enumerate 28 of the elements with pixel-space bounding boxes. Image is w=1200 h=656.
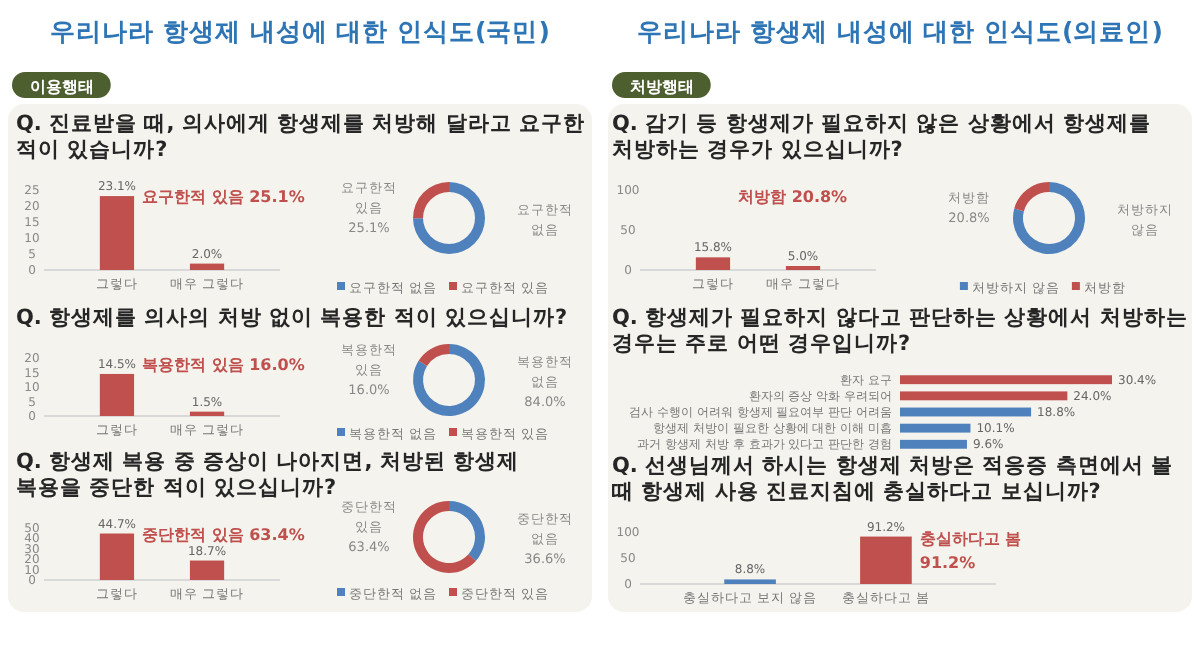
bar bbox=[900, 439, 967, 449]
donut-slice bbox=[413, 182, 485, 254]
annotation: 중단한적 있음 63.4% bbox=[142, 526, 305, 544]
text: 이용행태 bbox=[30, 78, 94, 96]
chart-title: Q. 선생님께서 하시는 항생제 처방은 적응증 측면에서 볼 때 항생제 사용 진료지침에 충실하다고 보십니까? bbox=[612, 454, 1174, 504]
annotation: 요구한적 있음 25.1% bbox=[142, 188, 305, 206]
chart-title: Q. 항생제가 필요하지 않다고 판단하는 상황에서 처방하는 경우는 주로 어떤 경우입니까? bbox=[612, 306, 1188, 356]
donut-slice bbox=[413, 344, 485, 416]
annotation: 충실하다고 봄 91.2% bbox=[919, 530, 1022, 572]
bar bbox=[900, 375, 1112, 385]
text: 처방행태 bbox=[630, 78, 694, 96]
donut-slice bbox=[1013, 182, 1085, 254]
annotation: 처방함 20.8% bbox=[738, 188, 848, 206]
donut-slice bbox=[413, 501, 476, 573]
chart-title: Q. 진료받을 때, 의사에게 항생제를 처방해 달라고 요구한 적이 있습니까? bbox=[16, 112, 585, 162]
text: 우리나라 항생제 내성에 대한 인식도(의료인) bbox=[637, 16, 1163, 46]
chart-title: Q. 감기 등 항생제가 필요하지 않은 상황에서 항생제를 처방하는 경우가 있으십니까? bbox=[612, 112, 1152, 162]
bar bbox=[900, 391, 1068, 401]
chart-title: Q. 항생제를 의사의 처방 없이 복용한 적이 있으십니까? bbox=[16, 306, 568, 330]
donut-slice bbox=[449, 501, 485, 561]
donut-slice bbox=[418, 344, 449, 367]
bar bbox=[900, 423, 971, 433]
donut-slice bbox=[1014, 182, 1049, 212]
donut-slice bbox=[413, 182, 449, 219]
chart-title: Q. 항생제 복용 중 증상이 나아지면, 처방된 항생제 복용을 중단한 적이 있으십니까? bbox=[16, 450, 519, 500]
annotation: 복용한적 있음 16.0% bbox=[142, 356, 305, 374]
bar bbox=[900, 407, 1032, 417]
text: 우리나라 항생제 내성에 대한 인식도(국민) bbox=[50, 16, 550, 46]
